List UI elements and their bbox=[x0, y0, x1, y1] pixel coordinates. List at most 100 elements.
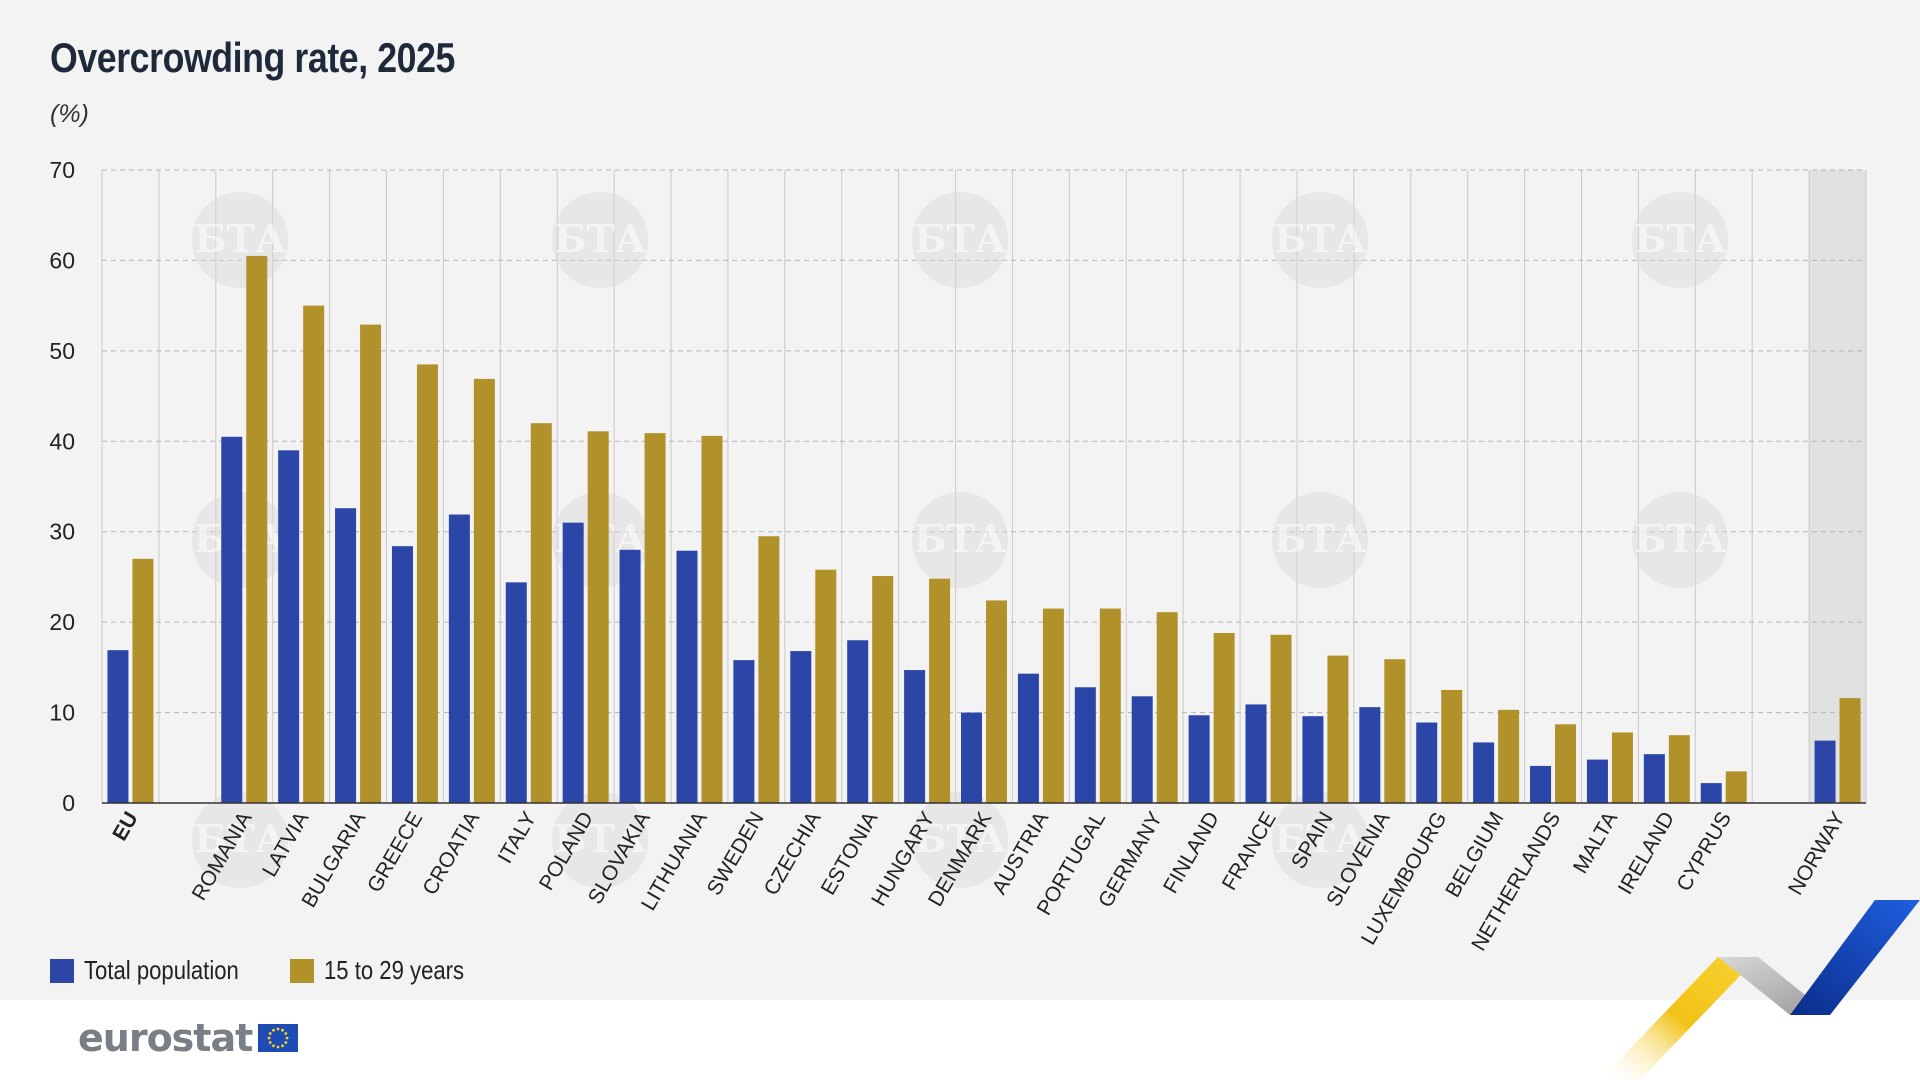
highlight-band bbox=[1809, 170, 1866, 803]
legend-label-total-population: Total population bbox=[84, 955, 239, 985]
watermark-circle bbox=[1272, 492, 1368, 588]
x-tick-label: SWEDEN bbox=[703, 808, 769, 899]
bar-15-to-29-years bbox=[473, 378, 495, 803]
x-tick-label: FINLAND bbox=[1159, 808, 1224, 897]
bar-total-population bbox=[107, 650, 129, 803]
watermark-text: БТА bbox=[914, 516, 1006, 561]
watermark-text: БТА bbox=[1634, 216, 1726, 261]
bar-total-population bbox=[448, 514, 470, 803]
bar-total-population bbox=[391, 546, 413, 803]
x-tick-label: CROATIA bbox=[418, 808, 484, 899]
bar-15-to-29-years bbox=[1498, 709, 1520, 803]
bar-15-to-29-years bbox=[1384, 659, 1406, 803]
watermark-text: БТА bbox=[914, 216, 1006, 261]
watermark-text: БТА bbox=[1274, 516, 1366, 561]
bar-total-population bbox=[1586, 759, 1608, 803]
y-tick-label: 70 bbox=[49, 157, 75, 183]
legend-item-total-population: Total population bbox=[50, 955, 266, 986]
bar-total-population bbox=[1074, 687, 1096, 803]
bar-total-population bbox=[335, 508, 357, 803]
bar-15-to-29-years bbox=[872, 576, 894, 803]
bar-total-population bbox=[904, 670, 926, 803]
bar-total-population bbox=[733, 660, 755, 803]
bar-total-population bbox=[1700, 783, 1722, 803]
x-tick-label: NORWAY bbox=[1784, 808, 1850, 899]
bar-total-population bbox=[1643, 754, 1665, 803]
x-tick-label: CYPRUS bbox=[1672, 808, 1736, 895]
bar-15-to-29-years bbox=[360, 324, 382, 803]
watermark-text: БТА bbox=[554, 816, 646, 861]
bar-15-to-29-years bbox=[416, 364, 438, 803]
watermark-text: БТА bbox=[1274, 216, 1366, 261]
x-tick-label: GREECE bbox=[363, 808, 427, 896]
x-tick-label: BELGIUM bbox=[1441, 808, 1508, 901]
watermark-circle bbox=[1272, 192, 1368, 288]
bar-chart: 0 10 20 30 40 50 60 70 БТА БТА БТА БТА БТА БТА БТА БТА Б… bbox=[49, 157, 1867, 955]
y-tick-label: 30 bbox=[49, 519, 75, 545]
watermark-circle bbox=[912, 192, 1008, 288]
y-tick-label: 10 bbox=[49, 700, 75, 726]
decorative-ribbon bbox=[1600, 900, 1920, 1080]
bar-total-population bbox=[1473, 742, 1495, 803]
bar-total-population bbox=[1814, 740, 1836, 803]
watermark-text: БТА bbox=[554, 216, 646, 261]
watermark-circle bbox=[912, 792, 1008, 888]
bar-15-to-29-years bbox=[1725, 771, 1747, 803]
bar-15-to-29-years bbox=[246, 255, 268, 803]
bar-15-to-29-years bbox=[1839, 698, 1861, 803]
bar-15-to-29-years bbox=[1270, 634, 1292, 803]
bar-total-population bbox=[221, 436, 243, 803]
footer bbox=[0, 1000, 1920, 1080]
bar-total-population bbox=[1302, 716, 1324, 803]
bar-15-to-29-years bbox=[1213, 632, 1235, 803]
watermark-circle bbox=[192, 792, 288, 888]
x-tick-label: FRANCE bbox=[1218, 808, 1281, 894]
bar-total-population bbox=[1188, 715, 1210, 803]
y-tick-label: 50 bbox=[49, 338, 75, 364]
y-tick-label: 60 bbox=[49, 247, 75, 273]
watermark-circle bbox=[1632, 192, 1728, 288]
bar-15-to-29-years bbox=[1611, 732, 1633, 803]
bar-15-to-29-years bbox=[986, 600, 1007, 803]
bar-15-to-29-years bbox=[303, 305, 325, 803]
bar-total-population bbox=[847, 640, 869, 803]
bar-total-population bbox=[1245, 704, 1267, 803]
x-tick-label: MALTA bbox=[1569, 808, 1622, 877]
bar-total-population bbox=[1530, 765, 1552, 803]
watermark-text: БТА bbox=[194, 816, 286, 861]
bar-15-to-29-years bbox=[530, 423, 552, 803]
bar-15-to-29-years bbox=[587, 431, 609, 803]
bar-total-population bbox=[562, 522, 584, 803]
bar-15-to-29-years bbox=[132, 558, 154, 803]
eurostat-logo: eurostat bbox=[78, 1016, 299, 1060]
x-tick-label: CZECHIA bbox=[760, 808, 826, 899]
watermark-circle bbox=[1632, 492, 1728, 588]
x-tick-label: EU bbox=[108, 808, 143, 845]
eu-flag-icon bbox=[258, 1024, 299, 1052]
watermark-circle bbox=[1272, 792, 1368, 888]
legend-label-15-to-29-years: 15 to 29 years bbox=[324, 955, 465, 985]
bar-total-population bbox=[505, 582, 527, 803]
bar-15-to-29-years bbox=[929, 578, 951, 803]
bar-15-to-29-years bbox=[644, 433, 666, 803]
y-tick-label: 40 bbox=[49, 428, 75, 454]
y-tick-label: 0 bbox=[62, 790, 75, 816]
watermark-text: БТА bbox=[1274, 816, 1366, 861]
bar-15-to-29-years bbox=[1555, 724, 1577, 803]
legend: Total population 15 to 29 years bbox=[50, 955, 489, 986]
bar-total-population bbox=[676, 550, 698, 803]
bar-total-population bbox=[790, 651, 812, 803]
watermark-text: БТА bbox=[914, 816, 1006, 861]
bar-15-to-29-years bbox=[1099, 608, 1121, 803]
bar-total-population bbox=[278, 450, 300, 803]
bar-15-to-29-years bbox=[1668, 735, 1690, 803]
bar-15-to-29-years bbox=[1156, 612, 1178, 803]
bar-15-to-29-years bbox=[701, 435, 723, 803]
bar-total-population bbox=[1017, 673, 1039, 803]
watermark-circle bbox=[552, 792, 648, 888]
legend-swatch-total-population bbox=[50, 958, 74, 983]
legend-swatch-15-to-29-years bbox=[290, 958, 315, 983]
watermark-text: БТА bbox=[1634, 516, 1726, 561]
bar-total-population bbox=[1416, 722, 1438, 803]
x-tick-label: IRELAND bbox=[1614, 808, 1679, 898]
